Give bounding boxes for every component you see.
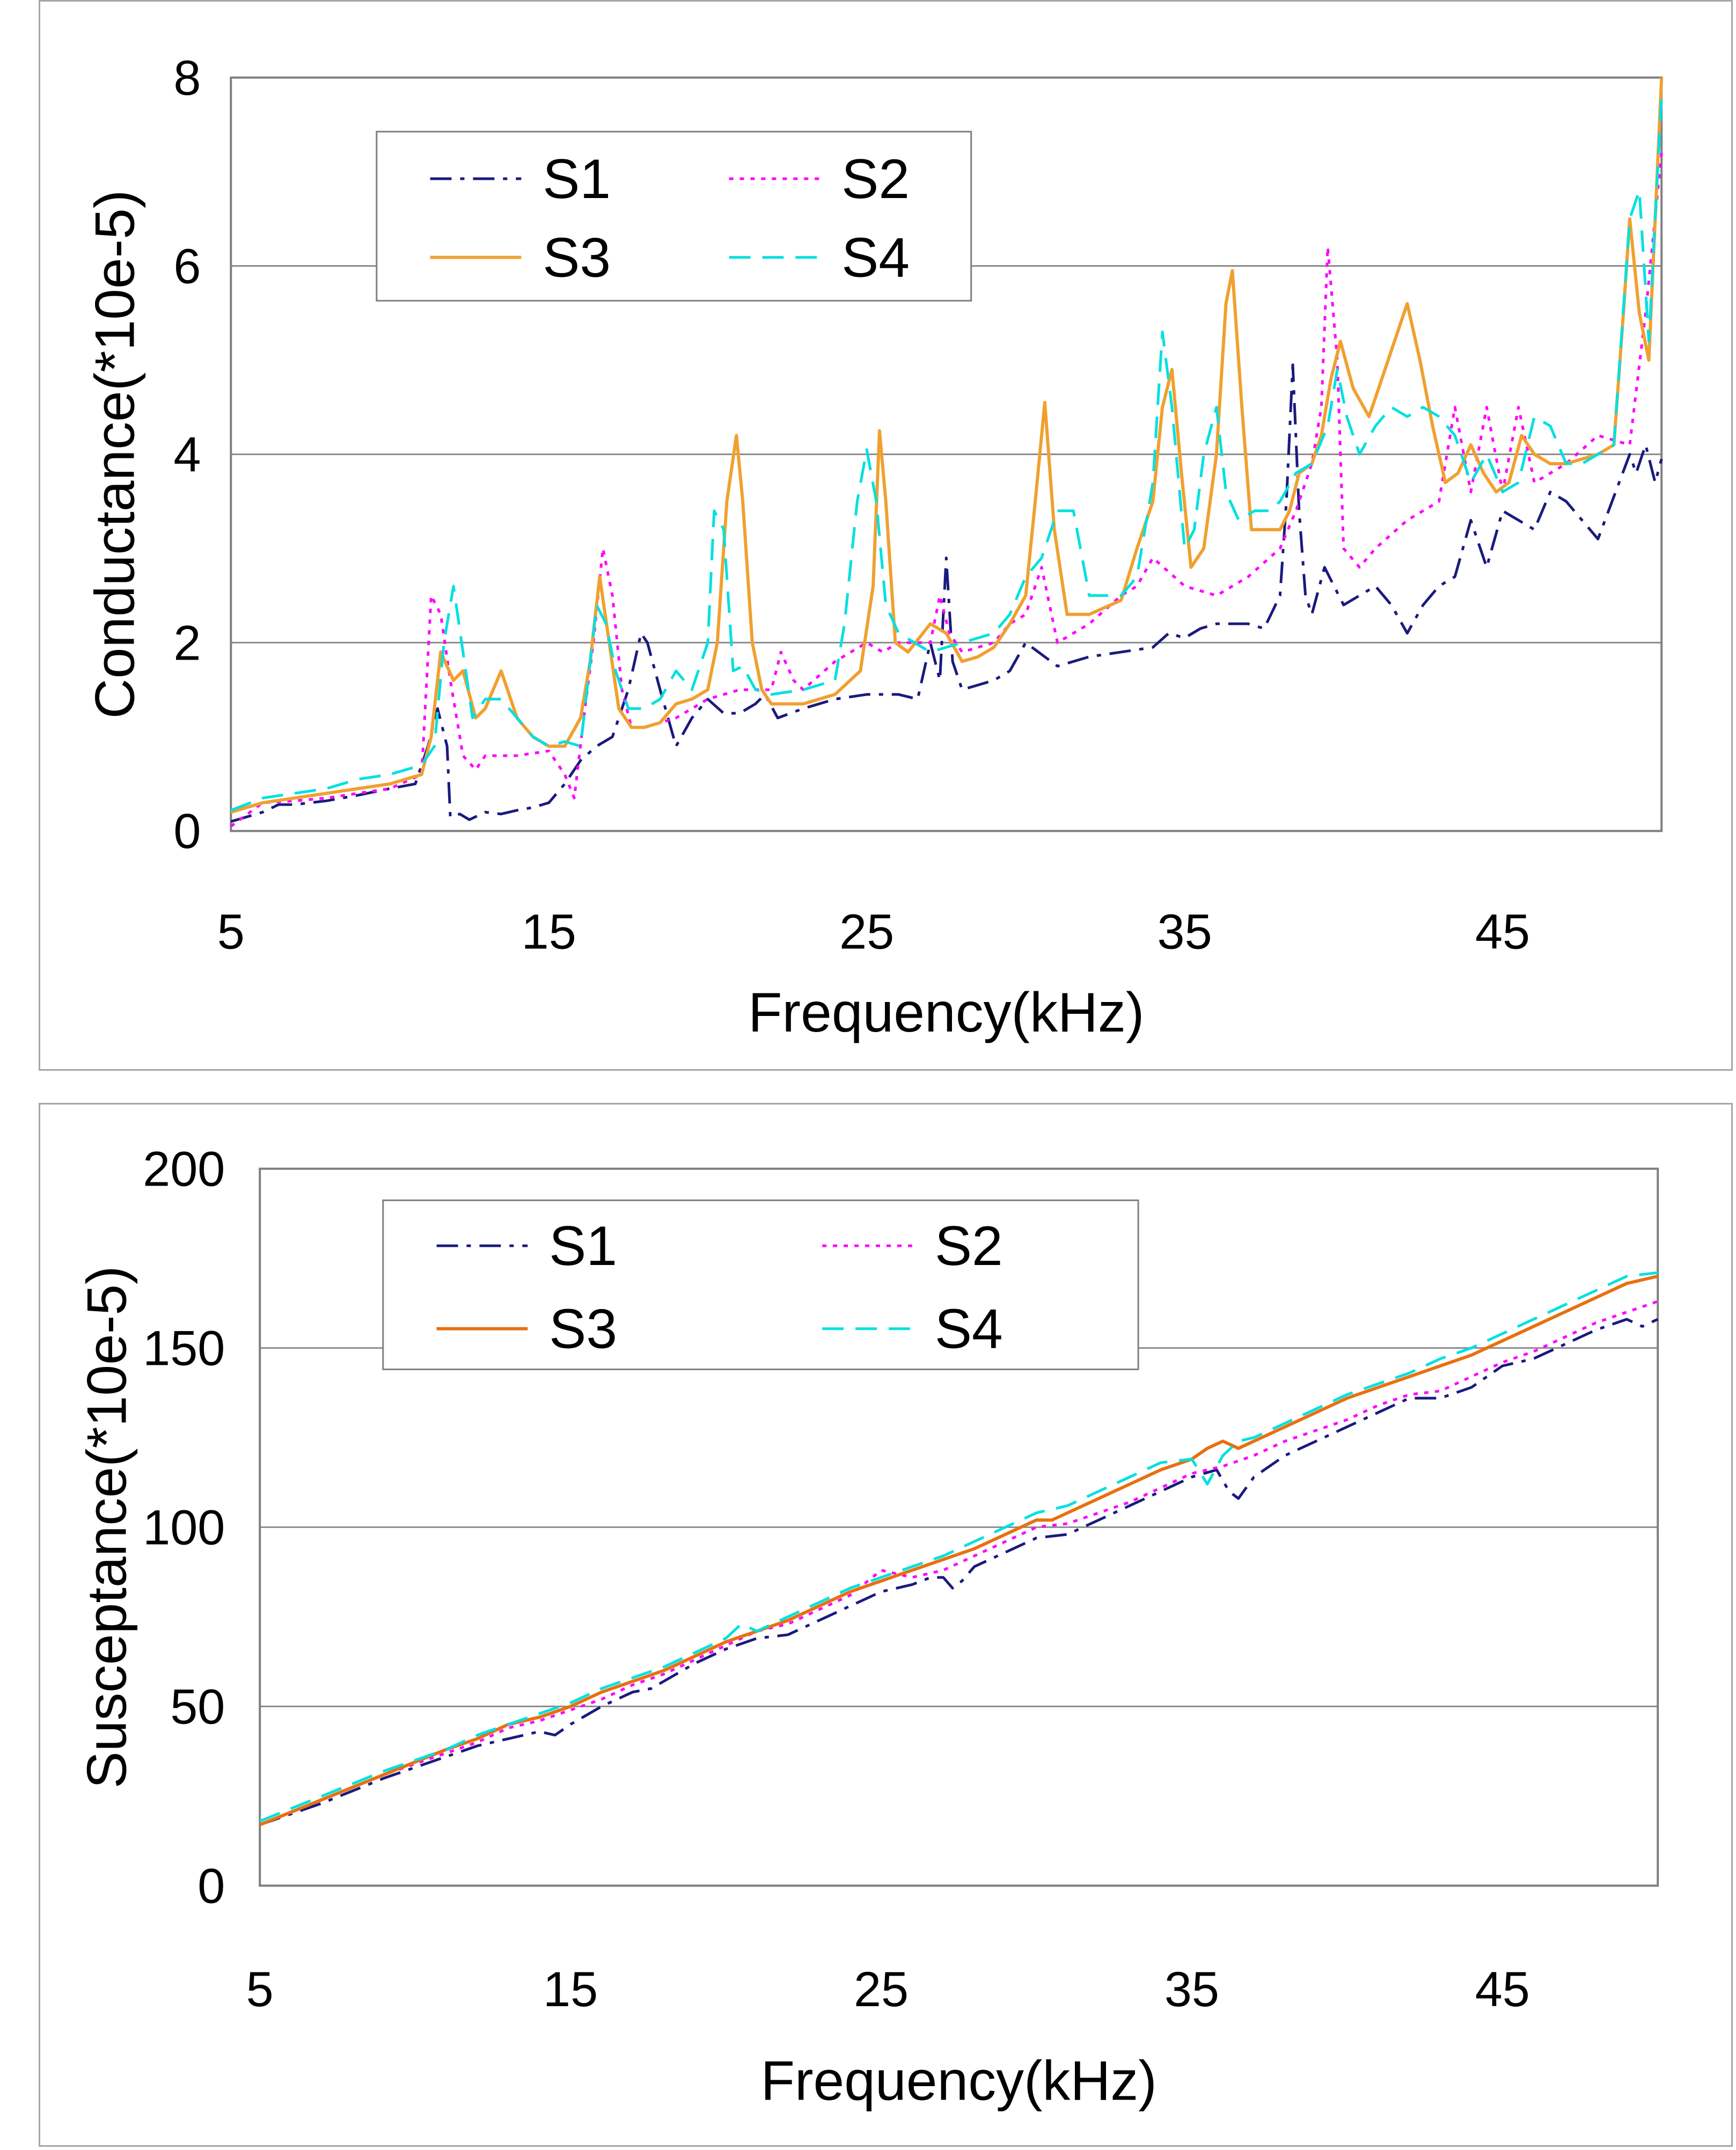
y-tick-label: 0 xyxy=(197,1859,225,1913)
y-tick-label: 50 xyxy=(170,1679,225,1734)
legend-label-s4: S4 xyxy=(935,1298,1003,1360)
susceptance-chart: 0 50 100 150 200 5 15 25 35 45 Frequency(kHz) Susce… xyxy=(76,1142,1659,2111)
y-tick-label: 0 xyxy=(173,804,201,859)
legend-label-s3: S3 xyxy=(549,1298,617,1360)
legend-label-s4: S4 xyxy=(841,226,910,289)
x-tick-label: 35 xyxy=(1158,905,1212,960)
x-axis-title: Frequency(kHz) xyxy=(748,981,1144,1043)
series-line-s1 xyxy=(259,1318,1659,1826)
y-tick-label: 8 xyxy=(173,51,201,106)
x-tick-label: 15 xyxy=(522,905,576,960)
conductance-chart-panel: 0 2 4 6 8 5 15 25 35 45 Frequency(kHz) Conductance(… xyxy=(39,0,1733,1071)
legend-label-s3: S3 xyxy=(543,226,611,289)
series-line-s3 xyxy=(230,77,1664,814)
series-line-s2 xyxy=(259,1300,1659,1826)
x-tick-label: 45 xyxy=(1475,905,1530,960)
series-line-s4 xyxy=(230,96,1663,812)
conductance-chart: 0 2 4 6 8 5 15 25 35 45 Frequency(kHz) Conductance(… xyxy=(84,51,1664,1043)
x-tick-label: 5 xyxy=(217,905,245,960)
plot-area-frame xyxy=(230,76,1663,832)
series-line-s3 xyxy=(259,1275,1658,1826)
y-axis-title: Conductance(*10e-5) xyxy=(84,190,146,719)
x-tick-label: 15 xyxy=(543,1962,598,2017)
x-tick-label: 35 xyxy=(1164,1962,1219,2017)
legend-label-s2: S2 xyxy=(841,148,910,210)
y-tick-label: 200 xyxy=(143,1142,225,1197)
x-axis-title: Frequency(kHz) xyxy=(761,2049,1157,2111)
y-tick-label: 6 xyxy=(173,239,201,294)
susceptance-chart-panel: 0 50 100 150 200 5 15 25 35 45 Frequency(kHz) Susce… xyxy=(39,1103,1733,2147)
plot-area-frame xyxy=(259,1167,1659,1887)
series-line-s4 xyxy=(259,1271,1658,1823)
legend-label-s1: S1 xyxy=(549,1215,617,1277)
x-tick-label: 5 xyxy=(246,1962,274,2017)
x-tick-label: 25 xyxy=(839,905,894,960)
x-tick-label: 45 xyxy=(1475,1962,1530,2017)
x-tick-label: 25 xyxy=(854,1962,909,2017)
legend-label-s2: S2 xyxy=(935,1215,1003,1277)
legend-box xyxy=(376,130,972,302)
legend-box xyxy=(382,1199,1139,1370)
y-tick-label: 150 xyxy=(143,1321,225,1376)
y-tick-label: 2 xyxy=(173,616,201,670)
y-tick-label: 100 xyxy=(143,1501,225,1555)
series-line-s1 xyxy=(230,363,1663,823)
y-tick-label: 4 xyxy=(173,427,201,482)
legend-label-s1: S1 xyxy=(543,148,611,210)
y-axis-title: Susceptance(*10e-5) xyxy=(76,1266,138,1789)
